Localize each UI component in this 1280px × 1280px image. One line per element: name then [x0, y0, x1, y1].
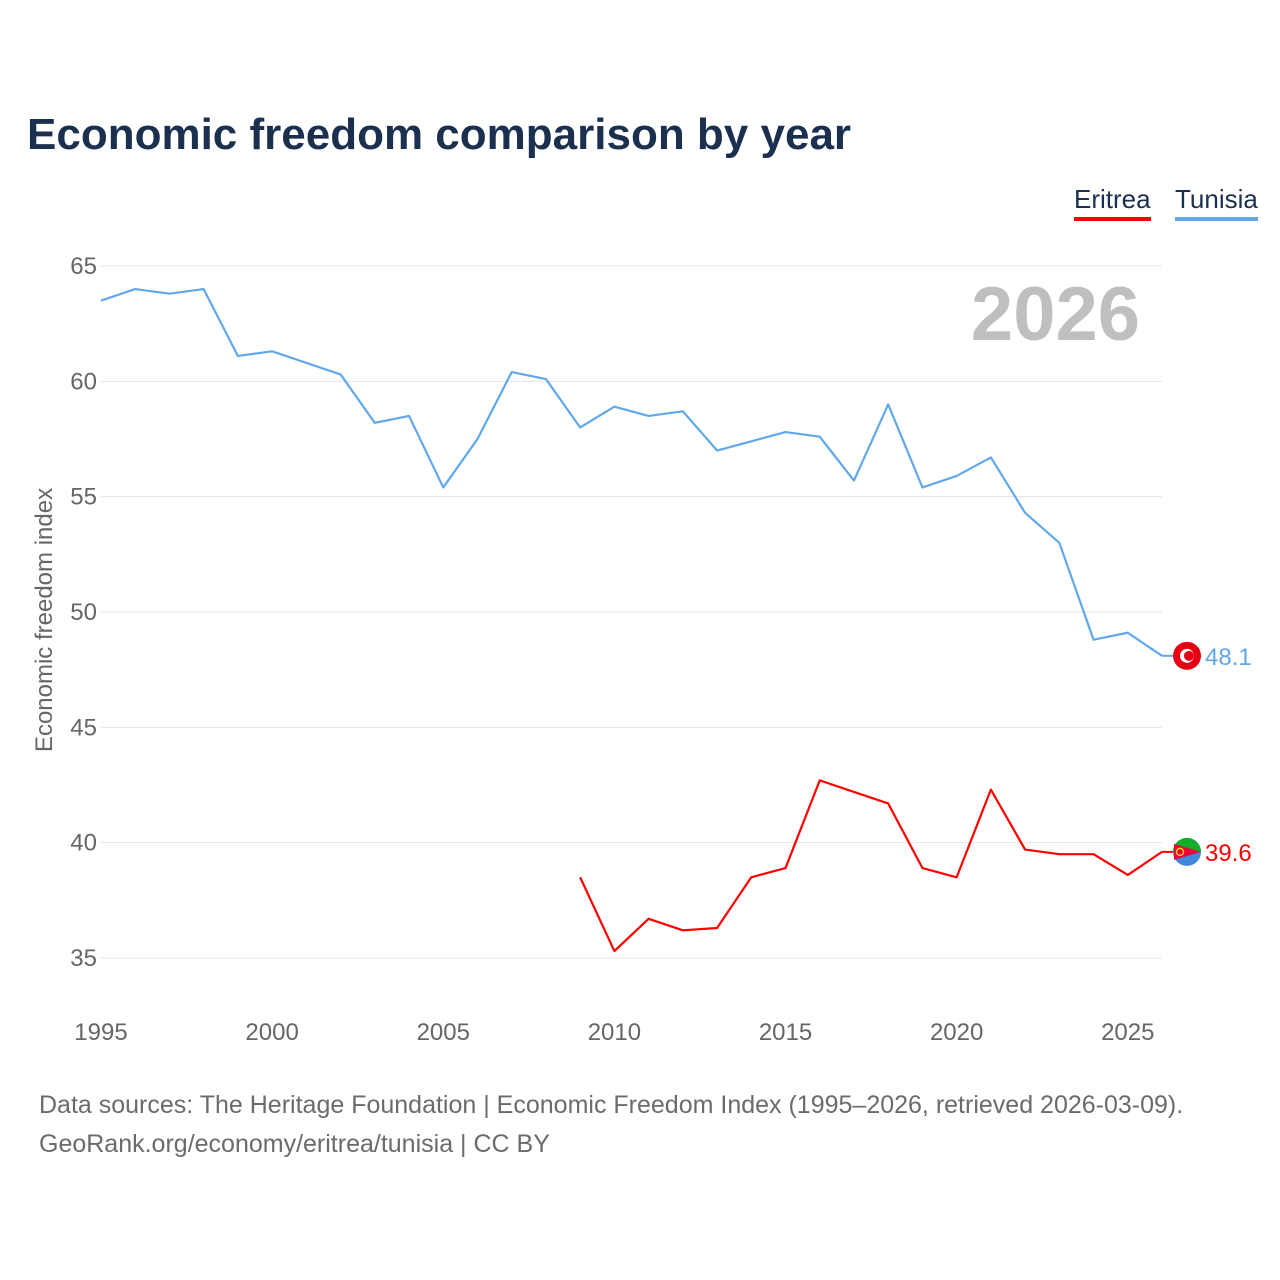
x-tick-label: 2025	[1101, 1019, 1154, 1046]
end-value-label-eritrea: 39.6	[1205, 840, 1252, 867]
tunisia-flag-icon	[1184, 650, 1194, 661]
source-line-1: Data sources: The Heritage Foundation | …	[39, 1091, 1184, 1119]
x-tick-label: 2000	[245, 1019, 298, 1046]
chart-title: Economic freedom comparison by year	[27, 110, 852, 159]
x-tick-label: 1995	[74, 1019, 127, 1046]
y-tick-label: 45	[70, 714, 97, 741]
x-tick-label: 2020	[930, 1019, 983, 1046]
source-note: Data sources: The Heritage Foundation | …	[39, 1086, 1183, 1164]
series-line-tunisia	[100, 287, 1163, 657]
series-line-eritrea	[579, 779, 1163, 953]
year-watermark: 2026	[971, 272, 1140, 357]
y-axis-label: Economic freedom index	[31, 488, 58, 752]
source-line-2[interactable]: GeoRank.org/economy/eritrea/tunisia | CC…	[39, 1130, 550, 1158]
y-tick-label: 65	[70, 253, 97, 280]
y-tick-label: 40	[70, 830, 97, 857]
eritrea-flag-icon	[1175, 847, 1185, 857]
y-tick-label: 55	[70, 484, 97, 511]
x-tick-label: 2005	[417, 1019, 470, 1046]
legend-eritrea[interactable]: Eritrea	[1074, 184, 1151, 221]
legend-tunisia[interactable]: Tunisia	[1175, 184, 1258, 221]
y-tick-label: 50	[70, 599, 97, 626]
y-tick-label: 60	[70, 368, 97, 395]
x-tick-label: 2015	[759, 1019, 812, 1046]
y-tick-label: 35	[70, 945, 97, 972]
end-value-label-tunisia: 48.1	[1205, 644, 1252, 671]
x-tick-label: 2010	[588, 1019, 641, 1046]
